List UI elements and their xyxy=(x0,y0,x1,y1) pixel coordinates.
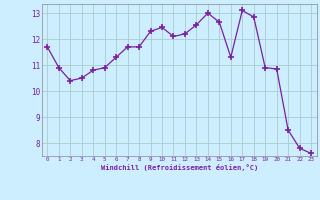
X-axis label: Windchill (Refroidissement éolien,°C): Windchill (Refroidissement éolien,°C) xyxy=(100,164,258,171)
